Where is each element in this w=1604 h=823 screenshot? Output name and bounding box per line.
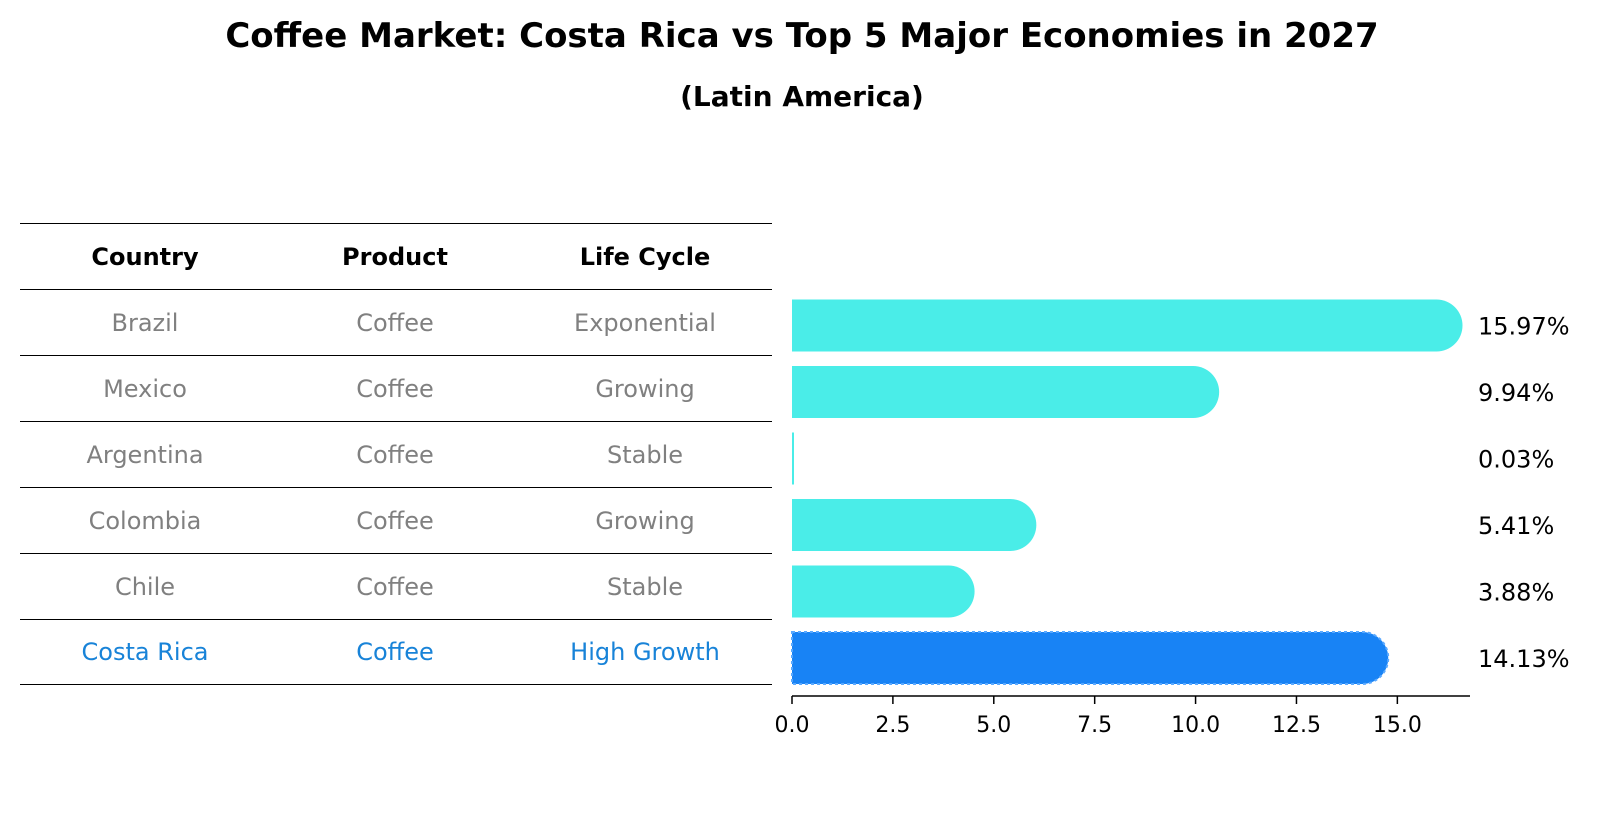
data-table: Country Product Life Cycle Brazil Coffee… [20, 223, 772, 685]
cell-country: Mexico [103, 374, 187, 403]
cell-product: Coffee [356, 572, 434, 601]
x-tick-label: 12.5 [1272, 713, 1321, 738]
x-tick-label: 15.0 [1373, 713, 1422, 738]
cell-country: Colombia [88, 506, 202, 535]
cell-life-cycle: Exponential [574, 308, 716, 337]
bar-value-label: 9.94% [1478, 379, 1554, 407]
x-tick-label: 7.5 [1077, 713, 1112, 738]
chart-subtitle: (Latin America) [680, 80, 924, 113]
table-header-row: Country Product Life Cycle [20, 223, 772, 289]
x-tick-label: 2.5 [875, 713, 910, 738]
header-life-cycle: Life Cycle [579, 242, 711, 271]
cell-product: Coffee [356, 374, 434, 403]
cell-life-cycle: Growing [595, 506, 695, 535]
table-row: Argentina Coffee Stable [20, 421, 772, 487]
header-country: Country [91, 242, 199, 271]
bar-value-label: 14.13% [1478, 645, 1570, 673]
bar-value-label: 15.97% [1478, 313, 1570, 341]
bar-costa-rica [791, 631, 1390, 685]
cell-product: Coffee [356, 506, 434, 535]
x-tick-label: 0.0 [775, 713, 810, 738]
bar-brazil [792, 299, 1463, 352]
chart-title: Coffee Market: Costa Rica vs Top 5 Major… [225, 16, 1379, 56]
cell-country: Chile [114, 572, 176, 601]
bar-value-label: 0.03% [1478, 446, 1554, 474]
cell-country: Costa Rica [81, 638, 209, 666]
cell-life-cycle: Stable [606, 572, 684, 601]
bar-value-label: 5.41% [1478, 512, 1554, 540]
x-tick-label: 10.0 [1171, 713, 1220, 738]
bar-chile [792, 565, 975, 618]
cell-product: Coffee [356, 440, 434, 469]
cell-country: Brazil [111, 308, 179, 337]
bar-argentina [792, 432, 794, 485]
table-row: Colombia Coffee Growing [20, 487, 772, 553]
table-row: Brazil Coffee Exponential [20, 289, 772, 355]
cell-life-cycle: High Growth [570, 638, 720, 666]
bar-mexico [792, 366, 1220, 418]
cell-country: Argentina [86, 440, 204, 469]
table-row-highlighted: Costa Rica Coffee High Growth [20, 619, 772, 685]
x-tick-label: 5.0 [976, 713, 1011, 738]
table-row: Mexico Coffee Growing [20, 355, 772, 421]
cell-product: Coffee [356, 308, 434, 337]
bar-value-label: 3.88% [1478, 579, 1554, 607]
cell-product: Coffee [356, 638, 434, 666]
header-product: Product [342, 242, 448, 271]
cell-life-cycle: Growing [595, 374, 695, 403]
table-row: Chile Coffee Stable [20, 553, 772, 619]
cell-life-cycle: Stable [606, 440, 684, 469]
bar-colombia [792, 499, 1037, 551]
